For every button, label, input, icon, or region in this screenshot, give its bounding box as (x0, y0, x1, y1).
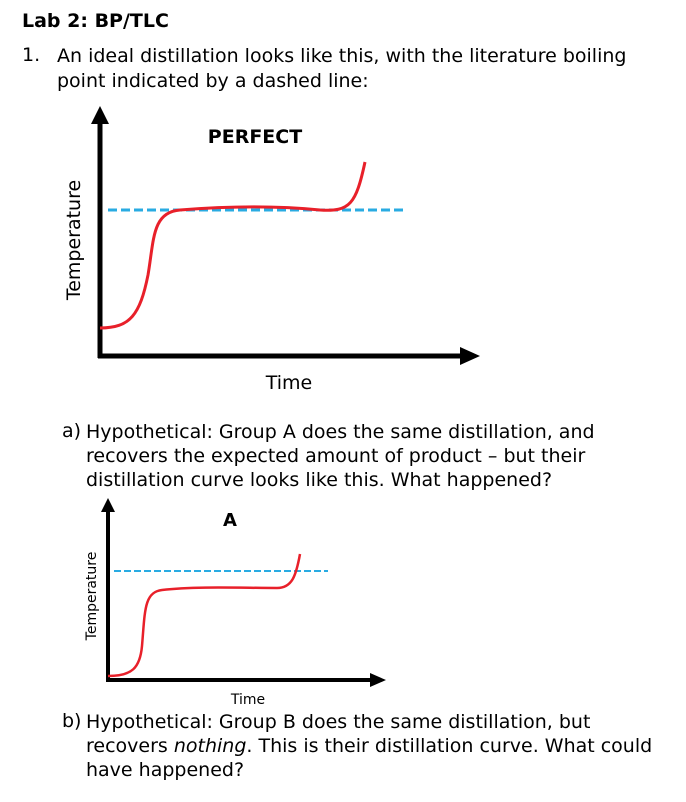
distillation-curve (99, 161, 367, 330)
page-title: Lab 2: BP/TLC (22, 10, 169, 32)
graph-a-ylabel: Temperature (84, 552, 100, 642)
x-axis-arrow (370, 673, 386, 687)
graph-perfect: PERFECT Time Temperature (63, 106, 480, 394)
graph-a-xlabel: Time (230, 692, 265, 708)
y-axis-arrow (91, 106, 109, 124)
distillation-curve (107, 553, 302, 678)
graph-a-label: A (223, 510, 237, 531)
graph-perfect-ylabel: Temperature (63, 180, 85, 301)
question-a-text: Hypothetical: Group A does the same dist… (86, 421, 595, 491)
y-axis-arrow (101, 498, 115, 512)
question-1-text: An ideal distillation looks like this, w… (57, 45, 627, 92)
question-b-text-pre: Hypothetical: Group B does the same dist… (86, 711, 591, 757)
graph-perfect-xlabel: Time (265, 372, 313, 394)
question-1-number: 1. (22, 44, 41, 66)
question-b-text: Hypothetical: Group B does the same dist… (86, 710, 676, 782)
graph-perfect-label: PERFECT (208, 126, 302, 148)
x-axis-arrow (460, 347, 480, 365)
question-b-label: b) (62, 710, 82, 732)
question-a-label: a) (62, 420, 82, 442)
question-b-emphasis: nothing (173, 735, 247, 757)
question-b-text-post: . This is their distillation curve. What… (86, 735, 653, 781)
graph-a: A Time Temperature (84, 498, 386, 708)
